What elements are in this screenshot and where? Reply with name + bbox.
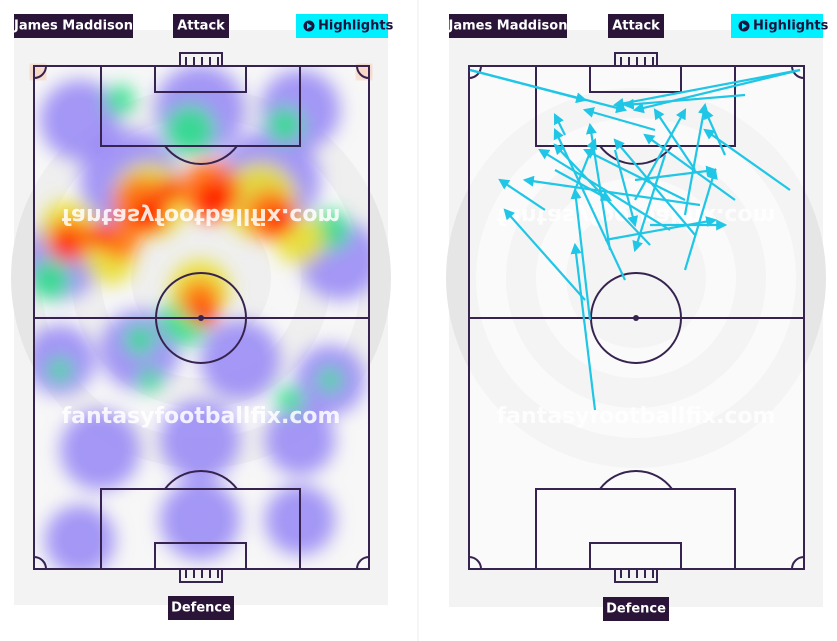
player-name: James Maddison <box>13 19 133 34</box>
pitch-line <box>599 470 673 490</box>
heat-blob <box>60 410 140 490</box>
pass-arrow <box>554 113 566 136</box>
pass-arrow <box>632 68 801 114</box>
pass-arrow <box>553 128 626 281</box>
defence-label: Defence <box>606 602 666 617</box>
panel: fantasyfootballfix.com fantasyfootballfix… <box>11 14 394 620</box>
heat-blob <box>125 325 155 355</box>
pass-arrow <box>538 148 671 231</box>
pass-arrow <box>632 154 667 253</box>
heat-blob <box>193 303 217 327</box>
heat-blob <box>158 178 182 202</box>
defence-tag <box>603 597 669 621</box>
play-icon-triangle <box>742 23 747 29</box>
centre-spot <box>198 315 204 321</box>
pass-arrow <box>582 107 656 132</box>
attack-tag <box>608 14 664 38</box>
player-tag <box>449 14 567 38</box>
player-name: James Maddison <box>448 19 568 34</box>
pass-arrow <box>634 165 718 182</box>
heat-blob <box>132 197 168 233</box>
pitch-line <box>155 272 247 364</box>
attack-label: Attack <box>612 19 660 34</box>
pass-arrow <box>498 178 546 211</box>
pass-arrow <box>613 149 639 228</box>
heat-blob <box>276 386 304 414</box>
highlights-label[interactable]: Highlights <box>318 19 394 34</box>
player-tag <box>14 14 133 38</box>
pass-arrow <box>683 102 709 216</box>
heat-blob <box>88 223 112 247</box>
watermark-mirrored: fantasyfootballfix.com <box>62 203 341 228</box>
pass-arrow <box>585 122 612 251</box>
pass-arrow <box>653 108 696 171</box>
heat-blob <box>265 205 295 235</box>
pass-arrow <box>570 187 592 321</box>
pitch-line <box>33 65 370 570</box>
attack-tag <box>173 14 229 38</box>
pass-arrow <box>469 68 588 104</box>
heat-blob <box>165 105 215 155</box>
centre-spot <box>633 315 639 321</box>
highlights-label[interactable]: Highlights <box>753 19 829 34</box>
heat-blob <box>34 260 70 300</box>
heat-blob <box>318 368 342 392</box>
heat-blob <box>160 480 240 560</box>
pass-arrow <box>683 167 718 271</box>
defence-label: Defence <box>171 601 231 616</box>
panel: fantasyfootballfix.comfantasyfootballfix… <box>446 14 829 621</box>
pass-arrow <box>604 216 718 242</box>
heat-blob <box>51 231 79 259</box>
pass-arrow <box>612 68 801 109</box>
pass-arrow <box>503 208 586 301</box>
play-icon-triangle <box>307 23 312 29</box>
pitch-line <box>164 470 238 490</box>
attack-label: Attack <box>177 19 225 34</box>
heat-blob <box>160 400 240 480</box>
watermark: fantasyfootballfix.com <box>497 404 776 429</box>
pitch-line <box>590 272 682 364</box>
pitch-line <box>164 145 238 165</box>
pass-arrows <box>469 68 801 411</box>
pass-arrow <box>622 93 746 110</box>
defence-tag <box>168 596 234 620</box>
pass-arrow <box>643 133 736 201</box>
heat-blob <box>48 358 72 382</box>
pass-arrow <box>634 108 687 201</box>
heat-blob <box>195 180 235 220</box>
heat-blob <box>200 320 280 400</box>
pitch-line <box>468 65 805 570</box>
pass-arrow <box>570 242 597 411</box>
heat-blob <box>265 405 335 475</box>
heat-blob <box>105 85 135 115</box>
pass-arrow <box>583 149 686 201</box>
heat-blob <box>138 368 162 392</box>
pass-arrow <box>522 175 701 207</box>
heat-blob <box>45 505 115 569</box>
watermark: fantasyfootballfix.com <box>62 404 341 429</box>
heat-blob <box>267 107 303 143</box>
pass-arrow <box>703 128 791 191</box>
heatmap <box>34 66 369 569</box>
